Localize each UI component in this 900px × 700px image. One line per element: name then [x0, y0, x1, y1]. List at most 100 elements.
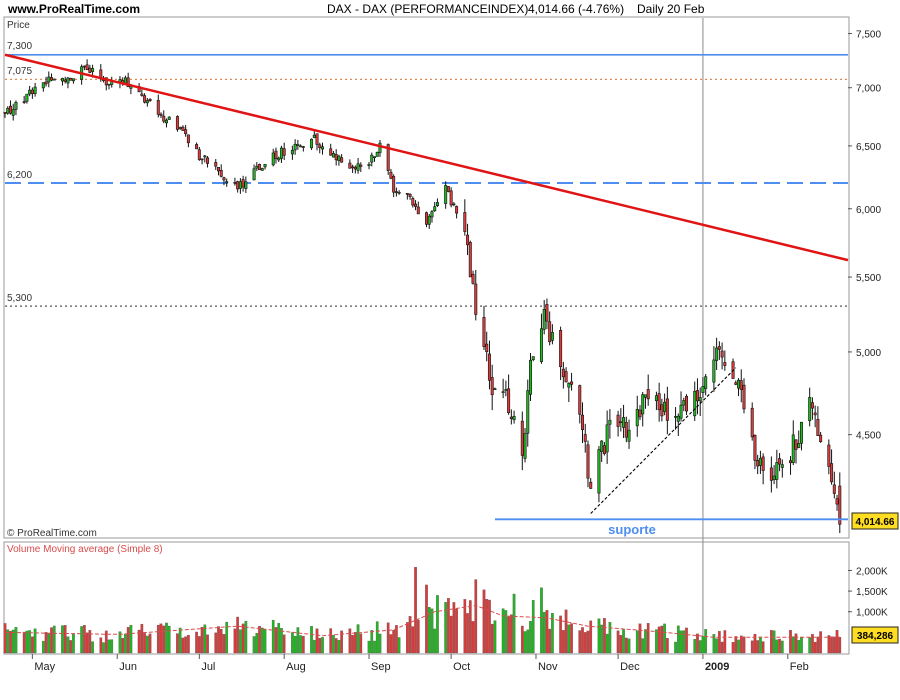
- volume-bar: [666, 638, 669, 654]
- volume-bar: [406, 622, 409, 654]
- volume-bar: [321, 637, 324, 654]
- volume-bar: [187, 634, 190, 654]
- volume-bar: [408, 616, 412, 654]
- volume-bar: [529, 621, 532, 654]
- volume-bar: [512, 593, 516, 654]
- volume-bar: [471, 621, 475, 654]
- volume-bar: [348, 628, 352, 654]
- volume-bar: [337, 639, 341, 654]
- price-tick-label: 6,500: [856, 142, 881, 153]
- volume-bar: [430, 608, 434, 654]
- candle: [761, 453, 765, 485]
- candle: [8, 100, 12, 115]
- volume-bar: [148, 633, 152, 654]
- candle: [331, 151, 335, 158]
- candle: [375, 151, 379, 157]
- volume-bar: [118, 631, 122, 654]
- volume-bar: [655, 629, 658, 654]
- candle: [619, 408, 623, 432]
- candle: [504, 380, 508, 397]
- volume-bar: [126, 627, 130, 654]
- volume-bar: [474, 579, 478, 654]
- volume-bar: [463, 599, 467, 654]
- candle: [838, 472, 842, 534]
- volume-bar: [359, 633, 363, 654]
- candle: [550, 324, 554, 345]
- date-tick-label: Nov: [538, 661, 558, 673]
- candle: [33, 82, 37, 97]
- candle: [717, 341, 721, 360]
- uptrend-line: [590, 367, 737, 514]
- candle: [548, 311, 552, 346]
- volume-bar: [685, 627, 688, 654]
- volume-bar: [427, 606, 431, 654]
- candle: [772, 465, 776, 485]
- volume-bar: [581, 627, 584, 654]
- candle: [485, 331, 489, 362]
- candle: [561, 361, 565, 389]
- volume-bar: [110, 639, 114, 654]
- candle: [233, 177, 237, 186]
- volume-bar: [835, 630, 839, 654]
- volume-bar: [715, 638, 718, 654]
- volume-bar: [6, 629, 10, 654]
- price-tick-label: 7,000: [856, 84, 881, 95]
- candle: [638, 405, 642, 421]
- candle: [531, 356, 535, 362]
- date-tick-label: Sep: [371, 661, 391, 673]
- volume-bar: [597, 618, 601, 654]
- candle: [63, 76, 67, 84]
- volume-bar: [501, 608, 505, 654]
- volume-bar: [222, 634, 226, 654]
- candle: [44, 76, 48, 87]
- candle: [471, 270, 475, 285]
- candle: [545, 298, 549, 330]
- candle: [11, 103, 15, 121]
- candle: [175, 115, 179, 132]
- volume-bar: [178, 627, 182, 654]
- candle: [600, 440, 604, 462]
- candle: [301, 145, 305, 152]
- volume-bar: [395, 625, 398, 654]
- volume-bar: [739, 635, 743, 654]
- volume-bar: [603, 618, 606, 654]
- volume-bar: [411, 626, 415, 654]
- last-volume-tag: [851, 626, 899, 644]
- volume-bar: [644, 629, 647, 654]
- volume-bar: [301, 635, 305, 654]
- candle: [107, 83, 111, 90]
- candle: [512, 410, 516, 424]
- volume-tick-label: 1,000K: [856, 608, 888, 619]
- candle: [542, 299, 546, 335]
- candle: [408, 193, 412, 200]
- volume-bar: [99, 637, 103, 654]
- volume-bar: [274, 627, 278, 654]
- candle: [657, 382, 661, 422]
- volume-bar: [159, 623, 163, 654]
- volume-bar: [219, 629, 223, 654]
- volume-bar: [772, 630, 776, 654]
- volume-bar: [520, 625, 524, 654]
- candle: [712, 346, 716, 392]
- volume-bar: [789, 630, 792, 654]
- candle: [832, 471, 836, 499]
- volume-bar: [731, 642, 735, 654]
- volume-bar: [791, 636, 795, 654]
- candle: [367, 161, 371, 170]
- volume-bar: [236, 616, 239, 654]
- date-tick-label: Dec: [620, 661, 640, 673]
- candle: [282, 142, 286, 161]
- candle: [219, 164, 223, 178]
- volume-bar: [156, 624, 160, 654]
- volume-bar: [759, 636, 762, 654]
- volume-bar: [635, 630, 639, 654]
- candle: [164, 118, 168, 128]
- volume-bar: [523, 631, 527, 654]
- volume-bar: [72, 633, 75, 654]
- volume-bar: [239, 629, 242, 654]
- volume-bar: [214, 632, 218, 654]
- volume-bar: [293, 635, 297, 654]
- volume-bar: [367, 640, 371, 654]
- volume-bar: [468, 600, 472, 654]
